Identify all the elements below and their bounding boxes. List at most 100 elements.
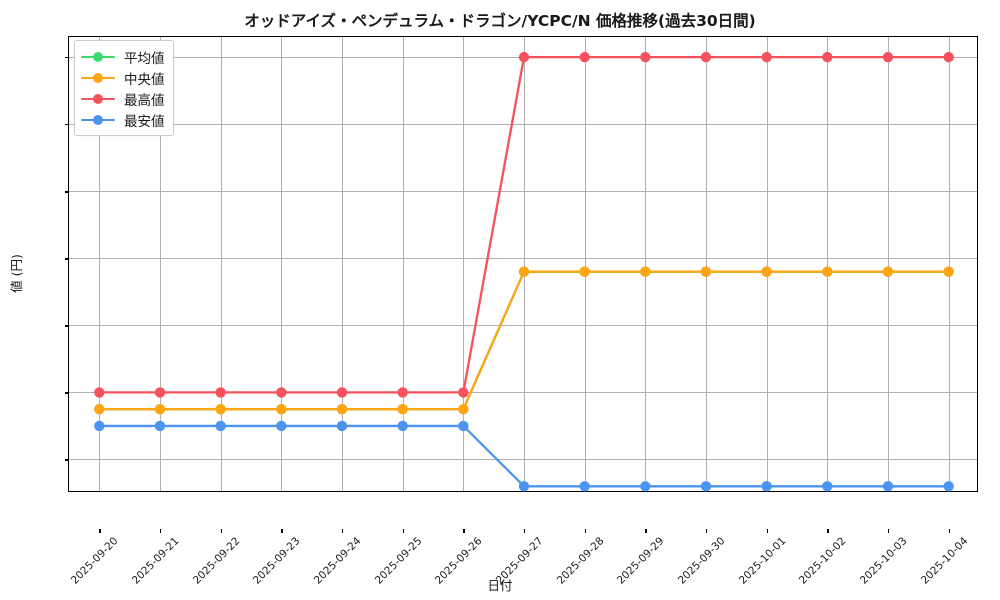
data-point: [154, 420, 166, 432]
y-tick-mark: [65, 124, 69, 126]
x-tick-mark: [827, 529, 829, 533]
data-point: [640, 51, 651, 63]
x-tick-mark: [888, 529, 890, 533]
plot-area: 406080100120140160 2025-09-202025-09-212…: [65, 36, 978, 587]
data-point: [215, 403, 226, 415]
data-point: [336, 420, 348, 432]
data-point: [518, 481, 530, 492]
x-tick-mark: [584, 529, 586, 533]
x-axis-label: 日付: [487, 578, 513, 593]
data-point: [276, 387, 287, 398]
data-point: [640, 481, 651, 492]
data-point: [154, 403, 166, 415]
data-point: [882, 481, 894, 492]
y-tick-mark: [65, 258, 69, 260]
data-point: [579, 481, 590, 492]
chart-legend: 平均値中央値 最高値最安値: [74, 40, 174, 136]
y-tick-mark: [65, 191, 69, 193]
data-point: [700, 481, 712, 492]
gridline-vertical: [706, 37, 707, 491]
data-point: [336, 403, 348, 415]
data-point: [822, 51, 833, 63]
gridline-horizontal: [69, 392, 977, 394]
gridline-horizontal: [69, 191, 977, 193]
x-tick-mark: [220, 529, 222, 533]
series-line: [98, 270, 950, 411]
gridline-vertical: [281, 37, 283, 491]
legend-label: 平均値: [124, 50, 165, 67]
data-point: [276, 420, 287, 432]
y-tick-mark: [65, 392, 69, 394]
legend-label: 最安値: [124, 113, 165, 130]
data-point: [276, 403, 287, 415]
x-tick-mark: [645, 529, 647, 533]
gridline-vertical: [827, 37, 829, 491]
data-point: [761, 266, 772, 277]
gridline-vertical: [99, 37, 101, 491]
data-point: [336, 387, 348, 398]
legend-swatch-icon: [81, 72, 115, 84]
data-point: [700, 51, 712, 63]
y-tick-mark: [65, 325, 69, 327]
legend-label: 中央値: [124, 71, 165, 88]
gridline-vertical: [160, 37, 161, 491]
x-tick-mark: [99, 529, 101, 533]
gridline-vertical: [402, 37, 404, 491]
gridline-horizontal: [69, 459, 977, 461]
data-point: [458, 387, 469, 398]
x-tick-mark: [342, 529, 344, 533]
legend-item-最安値[interactable]: 最安値: [81, 109, 165, 130]
data-point: [822, 481, 833, 492]
data-point: [94, 420, 105, 432]
gridline-vertical: [645, 37, 647, 491]
gridline-vertical: [948, 37, 950, 491]
data-point: [397, 420, 408, 432]
data-point: [215, 387, 226, 398]
gridline-vertical: [766, 37, 768, 491]
data-point: [94, 403, 105, 415]
y-tick-mark: [65, 459, 69, 461]
data-point: [458, 420, 469, 432]
x-tick-mark: [706, 529, 708, 533]
gridline-horizontal: [69, 325, 977, 327]
series-最高値: [94, 51, 954, 398]
series-line: [98, 424, 950, 488]
series-最安値: [94, 420, 954, 492]
gridline-vertical: [524, 37, 525, 491]
data-point: [761, 481, 772, 492]
data-point: [518, 51, 530, 63]
data-point: [822, 266, 833, 277]
data-point: [154, 387, 166, 398]
series-line: [98, 55, 950, 394]
series-中央値: [94, 266, 954, 415]
gridline-horizontal: [69, 258, 977, 260]
legend-item-平均値[interactable]: 平均値: [81, 46, 165, 67]
data-point: [943, 266, 954, 277]
series-plot: [94, 51, 954, 492]
data-point: [640, 266, 651, 277]
legend-swatch-icon: [81, 114, 115, 126]
data-point: [761, 51, 772, 63]
data-point: [882, 51, 894, 63]
x-tick-mark: [948, 529, 950, 533]
gridline-vertical: [584, 37, 586, 491]
data-point: [943, 51, 954, 63]
y-axis-label: 値 (円): [8, 254, 24, 293]
y-tick-mark: [65, 57, 69, 59]
x-tick-mark: [402, 529, 404, 533]
x-tick-mark: [524, 529, 526, 533]
gridline-vertical: [220, 37, 222, 491]
x-tick-mark: [766, 529, 768, 533]
data-point: [94, 387, 105, 398]
legend-item-中央値[interactable]: 中央値: [81, 67, 165, 88]
legend-swatch-icon: [81, 51, 115, 63]
legend-item-最高値[interactable]: 最高値: [81, 88, 165, 109]
series-line: [98, 270, 950, 411]
data-point: [458, 403, 469, 415]
data-point: [397, 403, 408, 415]
chart-title: オッドアイズ・ペンデュラム・ドラゴン/YCPC/N 価格推移(過去30日間): [244, 12, 756, 30]
gridline-vertical: [888, 37, 889, 491]
data-point: [579, 51, 590, 63]
data-point: [397, 387, 408, 398]
